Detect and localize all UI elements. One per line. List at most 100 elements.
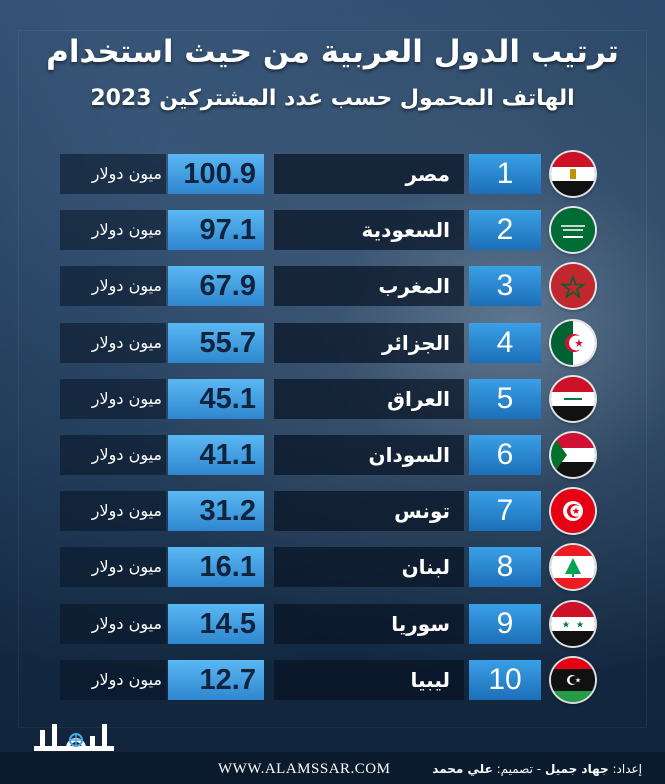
country-cell: السودان [274,435,464,475]
country-name: السعودية [361,218,450,242]
value-label: 100.9 [183,158,256,190]
rank-number: 1 [469,154,541,194]
country-name: لبنان [401,555,450,579]
value-label: 14.5 [199,608,256,640]
unit-label: ميون دولار [91,445,162,464]
unit-cell: ميون دولار [60,210,166,250]
page-subtitle: الهاتف المحمول حسب عدد المشتركين 2023 [90,86,575,111]
value-label: 67.9 [199,270,256,302]
country-cell: المغرب [274,266,464,306]
unit-label: ميون دولار [91,614,162,633]
value-label: 16.1 [199,551,256,583]
unit-label: ميون دولار [91,389,162,408]
country-cell: تونس [274,491,464,531]
table-row: ميون دولار 16.1 لبنان 8 [0,545,665,589]
value-cell: 97.1 [168,210,264,250]
egypt-flag-icon [551,152,595,196]
unit-cell: ميون دولار [60,491,166,531]
unit-cell: ميون دولار [60,379,166,419]
prep-label: إعداد: [612,762,642,776]
unit-label: ميون دولار [91,501,162,520]
rank-number: 2 [469,210,541,250]
table-row: ميون دولار 14.5 سوريا 9 [0,602,665,646]
table-row: ميون دولار 67.9 المغرب 3 [0,264,665,308]
value-cell: 55.7 [168,323,264,363]
country-cell: مصر [274,154,464,194]
design-label: تصميم: [496,762,533,776]
value-cell: 100.9 [168,154,264,194]
unit-label: ميون دولار [91,276,162,295]
country-cell: لبنان [274,547,464,587]
lebanon-flag-icon [551,545,595,589]
unit-label: ميون دولار [91,164,162,183]
value-cell: 12.7 [168,660,264,700]
page-title: ترتيب الدول العربية من حيث استخدام [46,34,619,70]
country-name: العراق [387,387,450,411]
country-name: تونس [394,499,450,523]
morocco-flag-icon [551,264,595,308]
country-cell: العراق [274,379,464,419]
syria-flag-icon [551,602,595,646]
value-label: 97.1 [199,214,256,246]
unit-cell: ميون دولار [60,547,166,587]
value-cell: 14.5 [168,604,264,644]
table-row: ميون دولار 97.1 السعودية 2 [0,208,665,252]
value-cell: 45.1 [168,379,264,419]
credits: إعداد: جهاد جميل - تصميم: علي محمد [420,762,642,776]
unit-label: ميون دولار [91,670,162,689]
value-label: 12.7 [199,664,256,696]
unit-label: ميون دولار [91,220,162,239]
libya-flag-icon [551,658,595,702]
unit-cell: ميون دولار [60,154,166,194]
table-row: ميون دولار 41.1 السودان 6 [0,433,665,477]
saudi-flag-icon [551,208,595,252]
unit-cell: ميون دولار [60,604,166,644]
table-row: ميون دولار 31.2 تونس 7 [0,489,665,533]
rank-number: 3 [469,266,541,306]
footer-bar [0,752,665,784]
unit-cell: ميون دولار [60,266,166,306]
rank-number: 6 [469,435,541,475]
country-name: مصر [405,162,450,186]
country-name: السودان [368,443,450,467]
country-name: الجزائر [381,331,450,355]
unit-cell: ميون دولار [60,660,166,700]
value-label: 45.1 [199,383,256,415]
credits-separator: - [536,762,542,776]
table-row: ميون دولار 45.1 العراق 5 [0,377,665,421]
country-name: سوريا [391,612,450,636]
country-name: ليبيا [410,668,450,692]
unit-cell: ميون دولار [60,435,166,475]
value-cell: 31.2 [168,491,264,531]
rank-number: 10 [469,660,541,700]
country-name: المغرب [378,274,450,298]
unit-label: ميون دولار [91,557,162,576]
country-cell: الجزائر [274,323,464,363]
tunisia-flag-icon [551,489,595,533]
value-label: 41.1 [199,439,256,471]
design-name: علي محمد [432,762,493,776]
rank-number: 9 [469,604,541,644]
table-row: ميون دولار 55.7 الجزائر 4 [0,321,665,365]
country-cell: السعودية [274,210,464,250]
iraq-flag-icon [551,377,595,421]
value-cell: 67.9 [168,266,264,306]
country-cell: سوريا [274,604,464,644]
country-cell: ليبيا [274,660,464,700]
rank-number: 5 [469,379,541,419]
unit-cell: ميون دولار [60,323,166,363]
value-label: 31.2 [199,495,256,527]
website-url: WWW.ALAMSSAR.COM [218,761,391,777]
rank-number: 8 [469,547,541,587]
unit-label: ميون دولار [91,333,162,352]
alamssar-logo [34,724,114,751]
table-row: ميون دولار 100.9 مصر 1 [0,152,665,196]
frame [18,30,647,728]
prep-name: جهاد جميل [544,762,609,776]
sudan-flag-icon [551,433,595,477]
table-row: ميون دولار 12.7 ليبيا 10 [0,658,665,702]
value-cell: 16.1 [168,547,264,587]
rank-number: 4 [469,323,541,363]
rank-number: 7 [469,491,541,531]
